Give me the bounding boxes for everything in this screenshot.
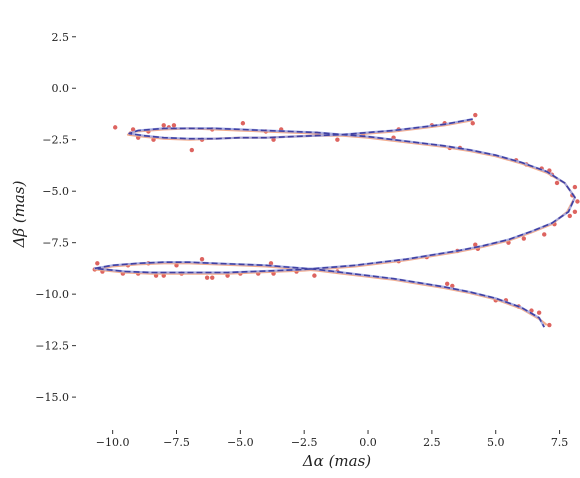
data-point xyxy=(473,242,478,247)
data-point xyxy=(572,184,578,190)
data-point xyxy=(204,275,210,280)
data-point xyxy=(312,273,317,278)
y-tick-label: 2.5 xyxy=(52,31,70,44)
series-line-3 xyxy=(94,118,576,328)
x-tick-label: 7.5 xyxy=(551,436,569,449)
y-tick-label: −15.0 xyxy=(35,391,69,404)
data-point xyxy=(554,180,560,186)
data-point xyxy=(161,123,166,128)
x-axis: −10.0 −7.5 −5.0 −2.5 0.0 2.5 5.0 7.5 xyxy=(96,430,569,449)
data-point xyxy=(268,261,274,266)
data-point xyxy=(547,322,552,328)
x-tick-label: 5.0 xyxy=(487,436,505,449)
x-tick-label: −7.5 xyxy=(163,436,190,449)
data-point xyxy=(521,236,527,241)
y-axis-label: Δβ (mas) xyxy=(10,180,28,248)
x-tick-label: 0.0 xyxy=(359,436,377,449)
y-tick-label: −7.5 xyxy=(42,237,69,250)
data-point xyxy=(271,137,276,142)
data-point xyxy=(335,137,340,142)
x-axis-label: Δα (mas) xyxy=(302,452,371,470)
data-point xyxy=(575,199,580,204)
y-tick-label: −10.0 xyxy=(35,288,69,301)
data-point xyxy=(171,123,177,128)
data-point xyxy=(240,121,246,126)
data-point xyxy=(542,232,547,237)
series-line-1 xyxy=(93,119,576,326)
x-tick-label: −10.0 xyxy=(96,436,130,449)
data-point xyxy=(95,261,100,266)
y-tick-label: −2.5 xyxy=(42,134,69,147)
data-point xyxy=(210,275,215,280)
data-point xyxy=(130,127,136,132)
scatter-points xyxy=(92,112,580,328)
y-tick-label: 0.0 xyxy=(52,82,70,95)
data-point xyxy=(572,209,578,214)
plot-area xyxy=(92,112,580,328)
data-point xyxy=(189,147,195,153)
data-point xyxy=(567,213,572,219)
series-line-2 xyxy=(93,118,576,328)
data-point xyxy=(536,310,542,315)
data-point xyxy=(450,283,455,289)
y-tick-label: −12.5 xyxy=(35,340,69,353)
x-tick-label: −2.5 xyxy=(291,436,318,449)
data-point xyxy=(470,121,475,126)
data-point xyxy=(199,256,205,262)
y-tick-label: −5.0 xyxy=(42,185,69,198)
data-point xyxy=(445,281,450,287)
data-point xyxy=(473,112,478,118)
x-tick-label: 2.5 xyxy=(423,436,441,449)
data-point xyxy=(113,125,118,130)
x-tick-label: −5.0 xyxy=(227,436,254,449)
y-axis: 2.5 0.0 −2.5 −5.0 −7.5 −10.0 −12.5 −15.0 xyxy=(35,31,76,404)
